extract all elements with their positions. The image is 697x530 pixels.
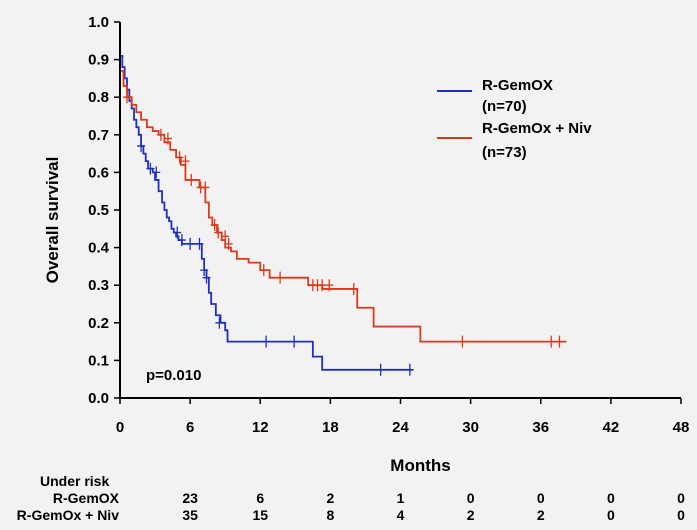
censor-mark xyxy=(224,237,233,250)
y-tick-label: 0.1 xyxy=(88,352,109,369)
x-tick-label: 0 xyxy=(116,419,124,436)
risk-cell: 35 xyxy=(182,507,198,523)
p-value-annotation: p=0.010 xyxy=(146,367,201,384)
risk-cell: 0 xyxy=(677,490,685,506)
risk-cell: 15 xyxy=(252,507,268,523)
censor-mark xyxy=(221,230,230,243)
risk-cell: 4 xyxy=(397,507,405,523)
risk-cell: 0 xyxy=(607,507,615,523)
censor-mark xyxy=(152,166,161,179)
censor-mark xyxy=(262,335,271,348)
censor-mark xyxy=(290,335,299,348)
censor-mark xyxy=(137,140,146,153)
censor-mark xyxy=(202,271,211,284)
censor-mark xyxy=(214,226,223,239)
censor-mark xyxy=(175,151,184,164)
y-tick-label: 0.4 xyxy=(88,240,110,257)
x-tick-label: 12 xyxy=(252,419,269,436)
y-tick-label: 0.7 xyxy=(88,127,109,144)
risk-cell: 2 xyxy=(467,507,475,523)
risk-row-label: R-GemOX xyxy=(53,490,120,506)
censor-mark xyxy=(555,335,564,348)
censor-mark xyxy=(146,162,155,175)
censor-mark xyxy=(177,234,186,247)
censor-mark xyxy=(458,335,467,348)
censor-mark xyxy=(201,181,210,194)
censor-mark xyxy=(173,226,182,239)
risk-cell: 0 xyxy=(467,490,475,506)
y-tick-label: 0.2 xyxy=(88,315,109,332)
censor-mark xyxy=(195,237,204,250)
censor-mark xyxy=(156,128,165,141)
legend-label: R-GemOx + Niv xyxy=(482,120,592,137)
x-tick-label: 42 xyxy=(603,419,620,436)
y-tick-label: 0.6 xyxy=(88,164,109,181)
legend-label: R-GemOX xyxy=(482,77,553,94)
censor-mark xyxy=(405,363,414,376)
censor-mark xyxy=(276,271,285,284)
censor-mark xyxy=(547,335,556,348)
y-tick-label: 0.0 xyxy=(88,390,109,407)
censor-mark xyxy=(200,264,209,277)
risk-cell: 2 xyxy=(326,490,334,506)
censor-mark xyxy=(325,279,334,292)
censor-mark xyxy=(349,282,358,295)
x-tick-label: 30 xyxy=(462,419,479,436)
series-line-r-gemox-niv xyxy=(120,69,567,343)
y-tick-label: 0.9 xyxy=(88,52,109,69)
censor-mark xyxy=(318,279,327,292)
censor-mark xyxy=(187,173,196,186)
censor-mark xyxy=(376,363,385,376)
axes-layer: 0.0 0.1 0.2 0.3 0.4 0.5 0.6 0.7 0.8 0.9 1.0 0 6 12 18 2… xyxy=(43,14,689,475)
series-line-r-gemox xyxy=(120,54,413,371)
risk-table-title: Under risk xyxy=(40,473,109,489)
censor-mark xyxy=(210,219,219,232)
risk-cell: 6 xyxy=(256,490,264,506)
x-tick-label: 6 xyxy=(186,419,194,436)
risk-cell: 2 xyxy=(537,507,545,523)
y-tick-label: 0.8 xyxy=(88,89,109,106)
risk-cell: 0 xyxy=(677,507,685,523)
risk-cell: 8 xyxy=(326,507,334,523)
censor-mark xyxy=(259,264,268,277)
x-tick-label: 18 xyxy=(322,419,339,436)
censor-mark xyxy=(181,155,190,168)
censor-mark xyxy=(123,91,132,104)
x-tick-label: 24 xyxy=(392,419,409,436)
risk-cell: 0 xyxy=(537,490,545,506)
legend-n-label: (n=73) xyxy=(482,144,527,161)
legend: R-GemOX (n=70) R-GemOx + Niv (n=73) xyxy=(437,77,592,161)
legend-n-label: (n=70) xyxy=(482,98,527,115)
x-tick-label: 48 xyxy=(673,419,690,436)
censor-mark xyxy=(215,316,224,329)
risk-cell: 23 xyxy=(182,490,198,506)
curves-layer xyxy=(120,54,567,376)
x-axis-title: Months xyxy=(390,456,450,475)
censor-mark xyxy=(163,132,172,145)
risk-cell: 0 xyxy=(607,490,615,506)
censor-mark xyxy=(186,237,195,250)
x-tick-label: 36 xyxy=(532,419,549,436)
y-tick-label: 0.3 xyxy=(88,277,109,294)
risk-cell: 1 xyxy=(397,490,405,506)
y-axis-title: Overall survival xyxy=(43,157,62,284)
y-tick-label: 1.0 xyxy=(88,14,109,31)
risk-row-label: R-GemOx + Niv xyxy=(17,507,120,523)
y-tick-label: 0.5 xyxy=(88,202,109,219)
